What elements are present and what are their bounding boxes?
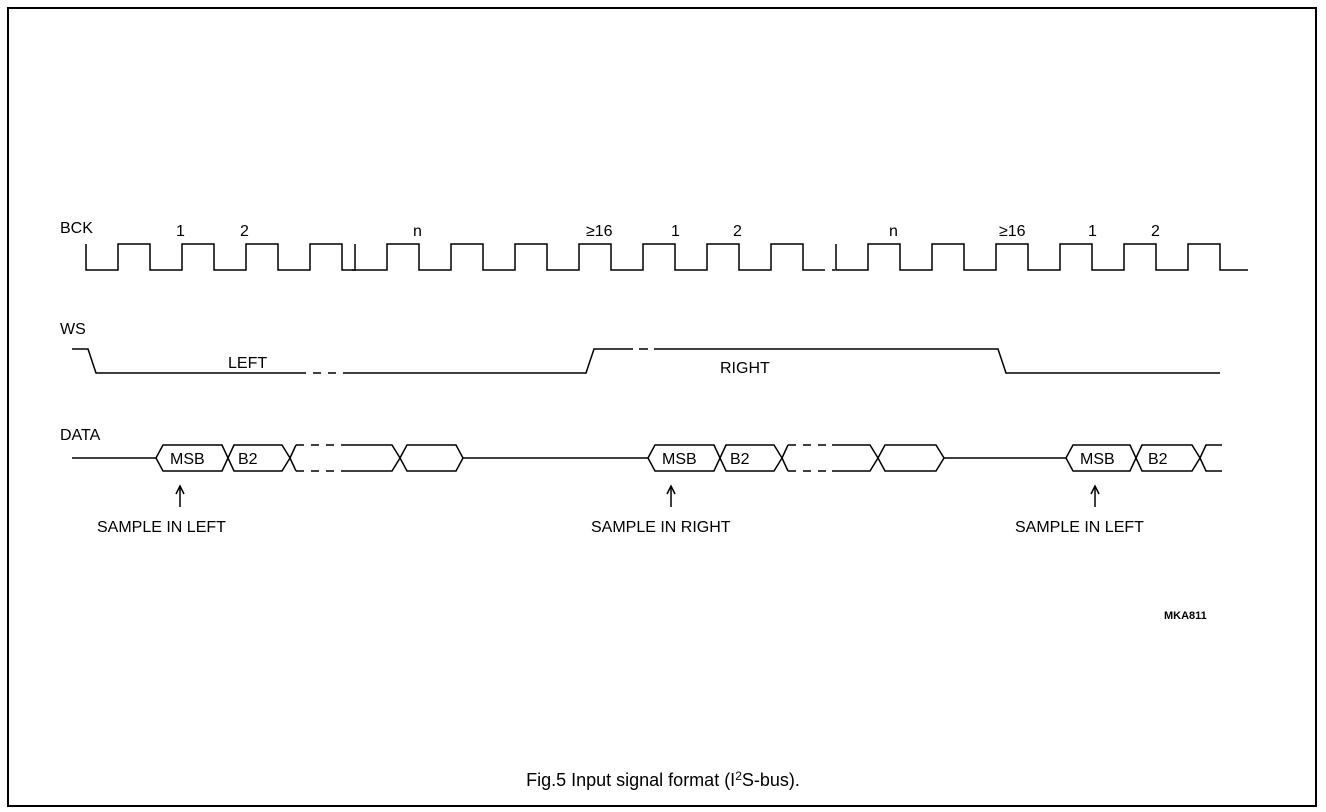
data-label-b2-left: B2	[238, 451, 258, 468]
ws-label-right: RIGHT	[720, 360, 770, 377]
figure-frame	[7, 7, 1317, 807]
data-label-b2-next: B2	[1148, 451, 1168, 468]
bck-count-1-left: 1	[176, 223, 185, 240]
data-waveform	[72, 444, 1222, 472]
arrow-up-icon	[175, 484, 185, 495]
bck-count-ge16-left: ≥16	[586, 223, 613, 240]
data-label-b2-right: B2	[730, 451, 750, 468]
sample-label-left-next: SAMPLE IN LEFT	[1015, 519, 1144, 536]
ws-label-left: LEFT	[228, 355, 267, 372]
data-label-msb-next: MSB	[1080, 451, 1115, 468]
bck-count-1-right: 1	[671, 223, 680, 240]
data-word-lsb-right	[877, 444, 945, 472]
signal-label-data: DATA	[60, 427, 101, 444]
caption-suffix: S-bus).	[741, 770, 800, 790]
data-word-lsb-left	[399, 444, 464, 472]
bck-count-2-next: 2	[1151, 223, 1160, 240]
arrow-up-icon	[666, 484, 676, 495]
bck-count-1-next: 1	[1088, 223, 1097, 240]
caption-superscript: 2	[735, 769, 742, 783]
sample-label-left: SAMPLE IN LEFT	[97, 519, 226, 536]
bck-count-n-right: n	[889, 223, 898, 240]
bck-count-2-right: 2	[733, 223, 742, 240]
bck-waveform	[85, 243, 1248, 271]
ws-waveform	[72, 348, 1220, 374]
data-label-msb-right: MSB	[662, 451, 697, 468]
sample-label-right: SAMPLE IN RIGHT	[591, 519, 731, 536]
bck-count-n-left: n	[413, 223, 422, 240]
figure-caption: Fig.5 Input signal format (I2S-bus).	[0, 770, 1326, 791]
signal-label-bck: BCK	[60, 220, 93, 237]
data-label-msb-left: MSB	[170, 451, 205, 468]
signal-label-ws: WS	[60, 321, 86, 338]
data-word-b2-next	[1135, 444, 1201, 472]
arrow-up-icon	[1090, 484, 1100, 495]
bck-count-2-left: 2	[240, 223, 249, 240]
bck-count-ge16-right: ≥16	[999, 223, 1026, 240]
sample-arrows	[175, 484, 1100, 507]
caption-prefix: Fig.5 Input signal format (I	[526, 770, 736, 790]
figure-code: MKA811	[1164, 610, 1207, 622]
